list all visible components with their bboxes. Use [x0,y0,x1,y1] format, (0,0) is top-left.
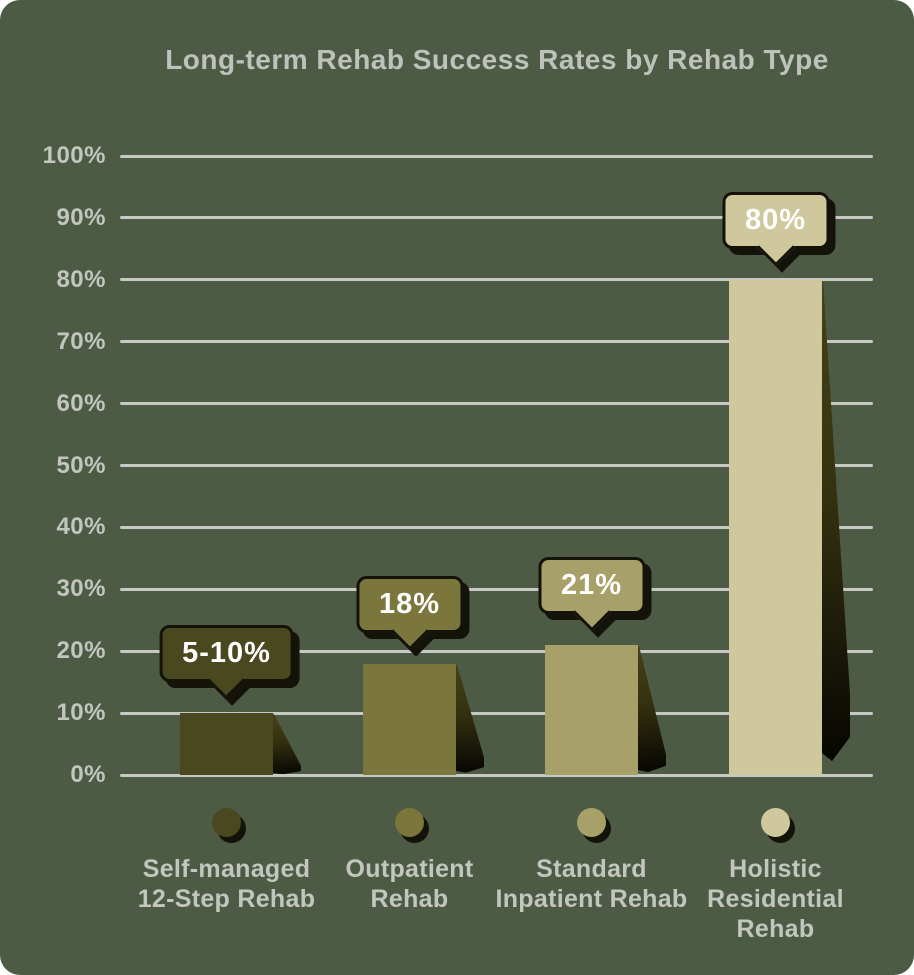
bar [363,663,456,775]
y-tick-label: 70% [56,327,106,355]
category-label: Self-managed 12-Step Rehab [97,854,357,914]
category-label-line: Outpatient [345,855,474,883]
bar-3d-shadow [271,714,301,775]
y-tick-label: 50% [56,451,106,479]
y-tick-label: 0% [70,761,106,788]
y-tick-label: 20% [56,637,106,665]
gridline [120,402,873,406]
legend-dot [395,808,424,837]
bar-3d-shadow [454,664,484,773]
gridline [120,278,873,282]
category-label-line: Rehab [370,885,449,913]
gridline [120,649,873,653]
legend-dot [761,808,790,837]
y-tick-label: 40% [56,513,106,541]
category-label: Holistic Residential Rehab [646,854,906,944]
category-label-line: Inpatient Rehab [495,885,688,913]
legend-dot [212,808,241,837]
y-tick-label: 30% [56,575,106,603]
legend-dot [577,808,606,837]
chart-title: Long-term Rehab Success Rates by Rehab T… [165,44,829,75]
gridline [120,464,873,467]
value-callout: 80% [721,191,830,267]
y-tick-label: 60% [56,389,106,417]
gridline [120,773,873,777]
gridline [120,154,873,158]
category-label: Standard Inpatient Rehab [462,854,722,914]
y-tick-label: 100% [42,142,106,169]
bar-3d-shadow [636,646,666,773]
value-callout: 21% [537,557,646,632]
value-callout: 18% [355,575,464,651]
gridline [120,216,873,220]
category-label-line: Rehab [736,915,815,943]
bar [180,713,273,775]
y-tick-label: 10% [56,699,106,727]
gridline [120,340,873,344]
y-tick-label: 90% [56,203,106,231]
gridline [120,525,873,529]
value-callout: 5-10% [159,625,294,700]
y-tick-label: 80% [56,265,106,293]
category-label-line: 12-Step Rehab [137,885,316,913]
bar [545,645,638,775]
bar [729,279,822,775]
category-label-line: Self-managed [142,855,311,883]
gridline [120,711,873,715]
category-label-line: Residential [707,885,844,913]
gridline [120,587,873,591]
category-label-line: Standard [536,855,647,883]
category-label: Outpatient Rehab [280,854,540,914]
category-label-line: Holistic [729,855,822,883]
bar-3d-shadow [820,280,850,762]
